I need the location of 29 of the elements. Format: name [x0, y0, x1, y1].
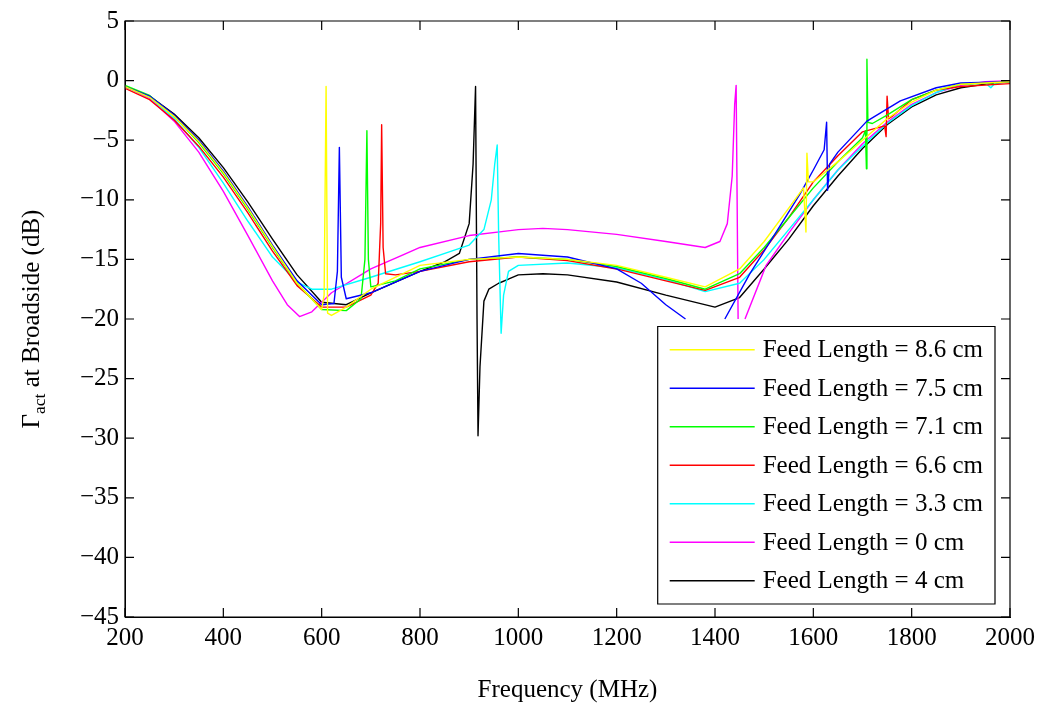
x-tick-label: 1600	[788, 622, 839, 650]
legend-label: Feed Length = 4 cm	[762, 566, 965, 594]
x-tick-label: 1000	[493, 622, 544, 650]
y-tick-label: −20	[79, 303, 119, 331]
x-axis-title: Frequency (MHz)	[477, 674, 658, 703]
legend-label: Feed Length = 0 cm	[762, 527, 965, 555]
x-tick-label: 600	[302, 622, 341, 650]
x-tick-label: 2000	[985, 622, 1035, 650]
legend-label: Feed Length = 7.1 cm	[762, 412, 984, 440]
legend-label: Feed Length = 7.5 cm	[762, 373, 984, 401]
y-tick-label: −45	[79, 601, 119, 629]
legend-label: Feed Length = 3.3 cm	[762, 489, 984, 517]
y-tick-label: 5	[106, 5, 119, 33]
x-tick-label: 400	[204, 622, 243, 650]
x-tick-label: 1800	[886, 622, 937, 650]
y-axis-title: Γact at Broadside (dB)	[16, 209, 50, 429]
y-tick-label: −30	[79, 422, 119, 450]
y-tick-label: −40	[79, 541, 119, 569]
y-tick-label: −5	[92, 124, 119, 152]
legend-label: Feed Length = 6.6 cm	[762, 450, 984, 478]
y-tick-label: −25	[79, 363, 119, 391]
x-tick-label: 1400	[690, 622, 740, 650]
y-tick-label: 0	[106, 65, 119, 93]
y-tick-label: −15	[79, 243, 119, 271]
x-tick-label: 1200	[591, 622, 642, 650]
x-tick-label: 800	[401, 622, 439, 650]
y-tick-label: −35	[79, 482, 119, 510]
legend-label: Feed Length = 8.6 cm	[762, 335, 984, 363]
y-tick-label: −10	[79, 184, 119, 212]
